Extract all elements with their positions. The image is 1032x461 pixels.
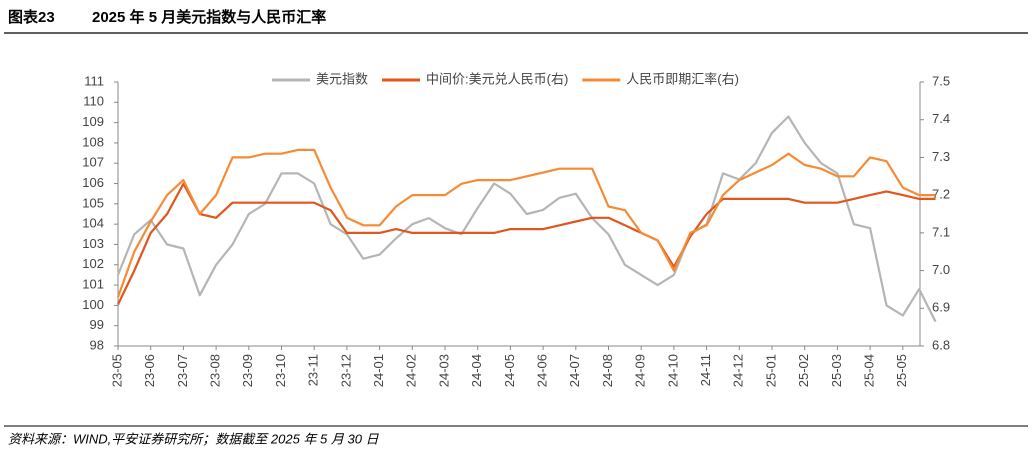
y2-tick-label: 6.9 bbox=[932, 300, 950, 315]
x-tick-label: 25-02 bbox=[796, 354, 811, 387]
x-tick-label: 24-02 bbox=[404, 354, 419, 387]
y-tick-label: 103 bbox=[82, 236, 104, 251]
y-tick-label: 110 bbox=[83, 94, 104, 109]
legend-label: 人民币即期汇率(右) bbox=[626, 71, 739, 86]
x-tick-label: 24-10 bbox=[665, 354, 680, 387]
x-tick-label: 24-11 bbox=[698, 354, 713, 386]
x-tick-label: 24-06 bbox=[535, 354, 550, 387]
x-tick-label: 23-10 bbox=[273, 354, 288, 387]
legend-label: 中间价:美元兑人民币(右) bbox=[426, 71, 568, 86]
y-tick-label: 111 bbox=[84, 73, 104, 88]
chart-title: 2025 年 5 月美元指数与人民币汇率 bbox=[92, 8, 326, 26]
figure-label: 图表23 bbox=[8, 8, 55, 26]
y2-tick-label: 7.2 bbox=[932, 187, 950, 202]
x-tick-label: 24-04 bbox=[469, 354, 484, 387]
x-tick-label: 24-01 bbox=[371, 354, 386, 387]
x-tick-label: 25-03 bbox=[829, 354, 844, 387]
x-tick-label: 23-05 bbox=[109, 354, 124, 387]
x-tick-label: 25-05 bbox=[894, 354, 909, 387]
y-tick-label: 104 bbox=[82, 216, 104, 231]
series-line bbox=[117, 182, 936, 305]
y-tick-label: 100 bbox=[82, 297, 104, 312]
x-tick-label: 24-07 bbox=[567, 354, 582, 387]
y-tick-label: 106 bbox=[82, 175, 104, 190]
series-line bbox=[116, 115, 937, 323]
y-tick-label: 102 bbox=[82, 256, 104, 271]
y-tick-label: 101 bbox=[82, 277, 104, 292]
x-tick-label: 24-08 bbox=[600, 354, 615, 387]
y-tick-label: 107 bbox=[82, 155, 104, 170]
x-tick-label: 24-09 bbox=[633, 354, 648, 387]
x-tick-label: 24-12 bbox=[731, 354, 746, 387]
legend-label: 美元指数 bbox=[316, 71, 368, 86]
y2-tick-label: 7.1 bbox=[932, 224, 950, 239]
x-tick-label: 25-04 bbox=[862, 354, 877, 387]
x-tick-label: 25-01 bbox=[763, 354, 778, 387]
y2-tick-label: 7.4 bbox=[932, 111, 950, 126]
y-tick-label: 105 bbox=[82, 195, 104, 210]
series-line bbox=[116, 148, 936, 298]
y2-tick-label: 7.5 bbox=[932, 73, 950, 88]
y-tick-label: 99 bbox=[90, 317, 104, 332]
x-tick-label: 23-11 bbox=[306, 354, 321, 386]
x-tick-label: 23-07 bbox=[175, 354, 190, 387]
x-tick-label: 23-06 bbox=[142, 354, 157, 387]
x-tick-label: 23-12 bbox=[338, 354, 353, 387]
x-tick-label: 24-03 bbox=[436, 354, 451, 387]
x-tick-label: 23-09 bbox=[240, 354, 255, 387]
y2-tick-label: 6.8 bbox=[932, 337, 950, 352]
x-tick-label: 23-08 bbox=[208, 354, 223, 387]
source-note: 资料来源：WIND,平安证券研究所；数据截至 2025 年 5 月 30 日 bbox=[8, 431, 380, 446]
y2-tick-label: 7.3 bbox=[932, 149, 950, 164]
y-tick-label: 108 bbox=[82, 134, 104, 149]
y-tick-label: 109 bbox=[82, 114, 104, 129]
y2-tick-label: 7.0 bbox=[932, 262, 950, 277]
x-tick-label: 24-05 bbox=[502, 354, 517, 387]
y-tick-label: 98 bbox=[90, 337, 104, 352]
